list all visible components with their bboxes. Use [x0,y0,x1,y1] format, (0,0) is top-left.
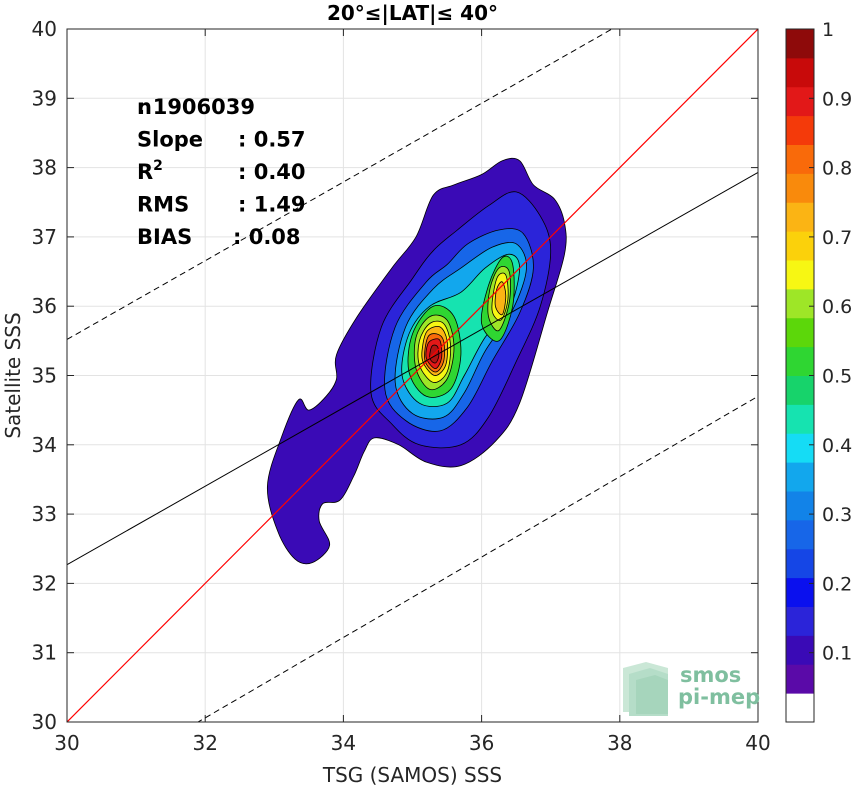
colorbar-tick-label: 1 [822,19,834,41]
colorbar-tick-label: 0.3 [822,504,852,526]
colorbar-tick-label: 0.6 [822,296,852,318]
colorbar-segment [786,693,814,723]
colorbar-segment [786,202,814,232]
y-tick-label: 35 [32,364,57,388]
axis-ticks: 30 32 34 36 38 40 30 31 32 33 34 35 36 37 38 39 40 [32,17,771,755]
colorbar-tick-label: 0.7 [822,227,852,249]
colorbar: 0.1 0.2 0.3 0.4 0.5 0.6 0.7 0.8 0.9 1 [785,19,852,723]
stat-value: : 1906039 [137,95,255,119]
stats-box: n: 1906039 Slope : 0.57 R2 : 0.40 RMS : 1.49 BI… [137,95,306,249]
stat-label: n [137,95,152,119]
x-tick-label: 40 [745,731,770,755]
colorbar-segment [786,606,814,636]
stat-value: : 0.08 [233,225,301,249]
y-tick-label: 30 [32,710,57,734]
colorbar-segment [786,548,814,579]
colorbar-segment [786,231,814,261]
upper-bound-dashed-line [67,29,614,340]
colorbar-segment [786,577,814,607]
stat-label: BIAS [137,225,192,249]
lower-bound-dashed-line [197,395,758,722]
colorbar-segment [786,404,814,434]
chart-title: 20°≤|LAT|≤ 40° [327,1,498,25]
logo-text-pi-mep: pi-mep [678,685,760,709]
y-tick-label: 37 [32,225,57,249]
stat-value: : 1.49 [238,193,306,217]
colorbar-segment [786,375,814,405]
y-tick-label: 40 [32,17,57,41]
identity-line [67,29,758,722]
smos-pi-mep-logo: smos pi-mep [623,662,760,716]
colorbar-segment [786,29,814,59]
logo-text-smos: smos [680,663,741,687]
y-tick-label: 39 [32,86,57,110]
colorbar-segment [786,433,814,463]
y-tick-label: 36 [32,294,57,318]
colorbar-segment [786,115,814,145]
y-tick-label: 38 [32,156,57,180]
colorbar-segment [786,86,814,117]
colorbar-segment [786,635,814,665]
stat-label: R2 [137,158,163,184]
y-tick-label: 31 [32,641,57,665]
x-tick-label: 36 [469,731,494,755]
y-tick-label: 34 [32,433,57,457]
stat-value: : 0.40 [238,160,306,184]
colorbar-tick-label: 0.1 [822,643,852,665]
regression-line [67,172,758,566]
colorbar-segment [786,144,814,174]
colorbar-segment [786,317,814,348]
y-tick-label: 33 [32,502,57,526]
stat-label: RMS [137,193,189,217]
logo-wave-icon [623,662,668,716]
x-tick-label: 34 [331,731,356,755]
colorbar-segment [786,491,814,521]
x-tick-label: 30 [54,731,79,755]
colorbar-segment [786,260,814,290]
colorbar-segment [786,664,814,694]
density-contours [266,157,567,565]
colorbar-tick-label: 0.8 [822,158,852,180]
colorbar-segment [786,288,814,319]
colorbar-segment [786,519,814,550]
colorbar-segment [786,346,814,376]
colorbar-tick-label: 0.4 [822,435,852,457]
stat-superscript: 2 [153,158,163,174]
x-tick-label: 32 [192,731,217,755]
colorbar-tick-label: 0.2 [822,573,852,595]
x-axis-label: TSG (SAMOS) SSS [322,763,502,787]
stat-value: : 0.57 [238,128,306,152]
colorbar-segment [786,57,814,88]
colorbar-tick-label: 0.9 [822,88,852,110]
y-axis-label: Satellite SSS [1,312,25,438]
colorbar-segment [786,462,814,492]
y-tick-label: 32 [32,571,57,595]
x-tick-label: 38 [607,731,632,755]
colorbar-tick-label: 0.5 [822,366,852,388]
stat-label: Slope [137,128,203,152]
reference-lines [67,29,758,722]
colorbar-segment [786,173,814,203]
